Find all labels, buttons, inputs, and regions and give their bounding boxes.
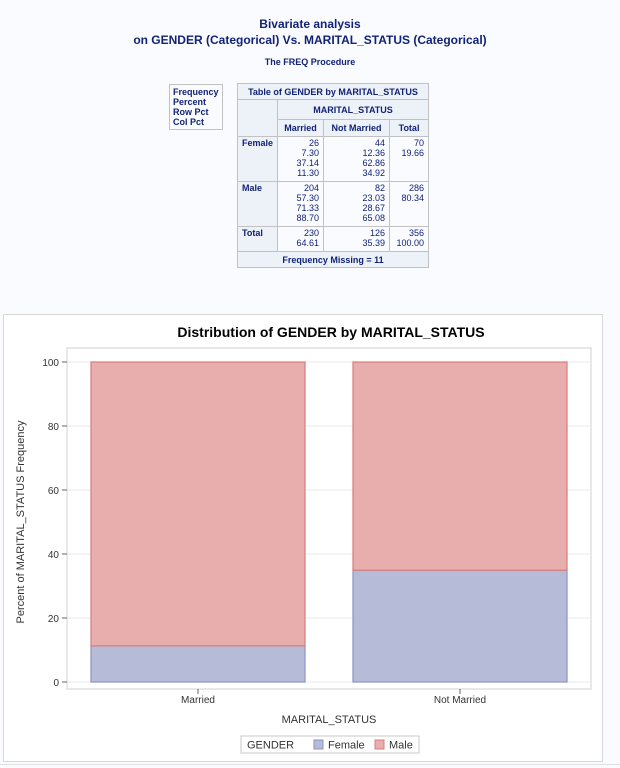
- cell-female-total: 70 19.66: [389, 136, 430, 182]
- y-tick-label: 60: [48, 486, 60, 497]
- legend-title: GENDER: [247, 740, 294, 752]
- x-axis-label: MARITAL_STATUS: [282, 714, 377, 726]
- cell-total-married: 230 64.61: [277, 226, 325, 252]
- report-title-line2: on GENDER (Categorical) Vs. MARITAL_STAT…: [133, 33, 487, 47]
- col-header-married: Married: [277, 119, 325, 137]
- page-divider: [0, 764, 620, 765]
- cell-male-not-married: 82 23.03 28.67 65.08: [323, 181, 391, 227]
- chart-frame: Distribution of GENDER by MARITAL_STATUS…: [3, 314, 603, 762]
- cell-female-not-married: 44 12.36 62.86 34.92: [323, 136, 391, 182]
- col-header-total: Total: [389, 119, 430, 137]
- legend-label-female: Female: [328, 740, 365, 752]
- legend-swatch-female: [313, 739, 324, 750]
- y-axis-label: Percent of MARITAL_STATUS Frequency: [15, 420, 27, 623]
- bar-male-not-married: [352, 361, 568, 571]
- legend-label-male: Male: [389, 740, 413, 752]
- y-tick-label: 80: [48, 422, 60, 433]
- stacked-bar-chart: Distribution of GENDER by MARITAL_STATUS…: [15, 324, 592, 754]
- statistics-legend: Frequency Percent Row Pct Col Pct: [169, 84, 223, 130]
- cell-male-married: 204 57.30 71.33 88.70: [277, 181, 325, 227]
- y-tick-label: 20: [48, 614, 60, 625]
- row-header-male: Male: [236, 181, 279, 227]
- row-header-total: Total: [236, 226, 279, 252]
- chart-title: Distribution of GENDER by MARITAL_STATUS: [177, 324, 484, 340]
- cell-total-not-married: 126 35.39: [323, 226, 391, 252]
- legend-swatch-male: [374, 739, 385, 750]
- legend-col-pct: Col Pct: [173, 117, 205, 127]
- col-var-header: MARITAL_STATUS: [277, 99, 430, 120]
- procedure-title: The FREQ Procedure: [264, 57, 356, 67]
- table-corner: [236, 99, 279, 137]
- frequency-missing-note: Frequency Missing = 11: [236, 251, 430, 268]
- legend-row-pct: Row Pct: [173, 107, 209, 117]
- legend-frequency: Frequency: [173, 87, 219, 97]
- cell-female-married: 26 7.30 37.14 11.30: [277, 136, 325, 182]
- report-title-line1: Bivariate analysis: [259, 17, 361, 31]
- col-header-not-married: Not Married: [323, 119, 391, 137]
- bar-female-not-married: [352, 569, 568, 683]
- x-tick-label: Married: [181, 695, 215, 706]
- frequency-table: Table of GENDER by MARITAL_STATUS MARITA…: [236, 83, 430, 268]
- y-tick-label: 0: [53, 678, 59, 689]
- x-tick-label: Not Married: [434, 695, 486, 706]
- cell-total-total: 356 100.00: [389, 226, 430, 252]
- table-title: Table of GENDER by MARITAL_STATUS: [236, 83, 430, 100]
- legend-percent: Percent: [173, 97, 207, 107]
- bar-female-married: [90, 645, 306, 683]
- row-header-female: Female: [236, 136, 279, 182]
- bar-male-married: [90, 361, 306, 647]
- cell-male-total: 286 80.34: [389, 181, 430, 227]
- y-tick-label: 40: [48, 550, 60, 561]
- y-tick-label: 100: [42, 358, 59, 369]
